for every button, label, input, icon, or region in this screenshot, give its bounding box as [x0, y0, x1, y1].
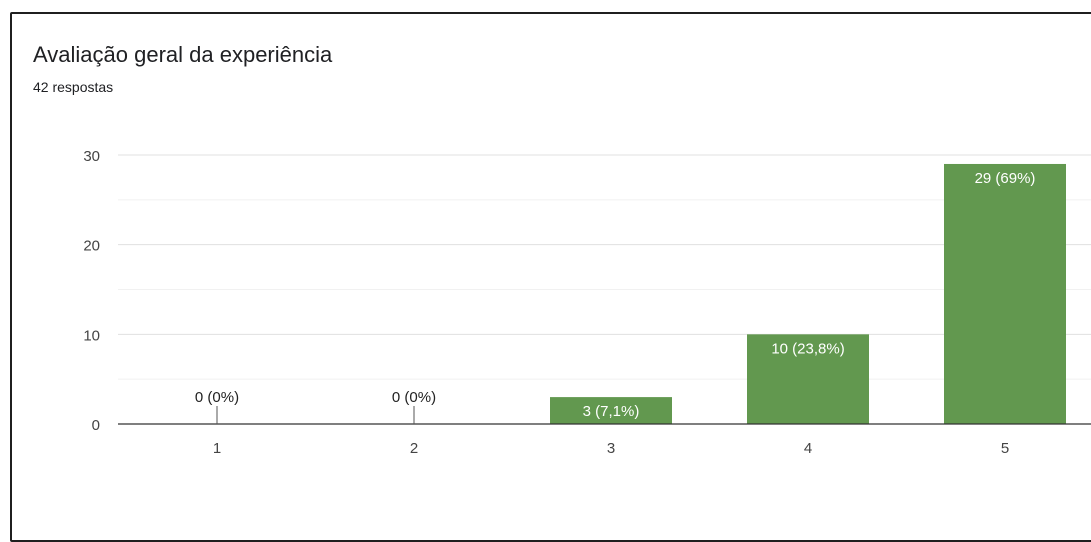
- y-tick-label: 20: [83, 238, 100, 255]
- bars: [550, 163, 1066, 424]
- y-axis: 0 10 20 30: [83, 148, 100, 434]
- chart-card: [10, 12, 1091, 542]
- bar: [944, 163, 1066, 424]
- x-tick-label: 1: [213, 440, 221, 457]
- y-tick-label: 0: [92, 417, 100, 434]
- x-tick-label: 2: [410, 440, 418, 457]
- data-label: 0 (0%): [195, 389, 239, 406]
- data-label: 29 (69%): [975, 170, 1036, 187]
- data-label: 10 (23,8%): [771, 340, 844, 357]
- bar: [747, 334, 869, 424]
- x-tick-label: 5: [1001, 440, 1009, 457]
- question-title: Avaliação geral da experiência: [33, 42, 333, 67]
- y-tick-label: 30: [83, 148, 100, 165]
- x-tick-label: 4: [804, 440, 812, 457]
- x-axis: 1 2 3 4 5: [118, 423, 1091, 457]
- response-count: 42 respostas: [33, 79, 114, 95]
- gridlines: [118, 154, 1091, 380]
- data-labels: 0 (0%) 0 (0%) 3 (7,1%) 10 (23,8%) 29 (69%): [195, 170, 1036, 424]
- x-tick-label: 3: [607, 440, 615, 457]
- y-tick-label: 10: [83, 327, 100, 344]
- data-label: 0 (0%): [392, 389, 436, 406]
- bar: [550, 397, 672, 424]
- bar-chart: 0 10 20 30 1 2 3 4 5 0 (0%) 0 (0%) 3 (7,1%) 10 (23…: [83, 148, 1091, 457]
- data-label: 3 (7,1%): [583, 403, 640, 420]
